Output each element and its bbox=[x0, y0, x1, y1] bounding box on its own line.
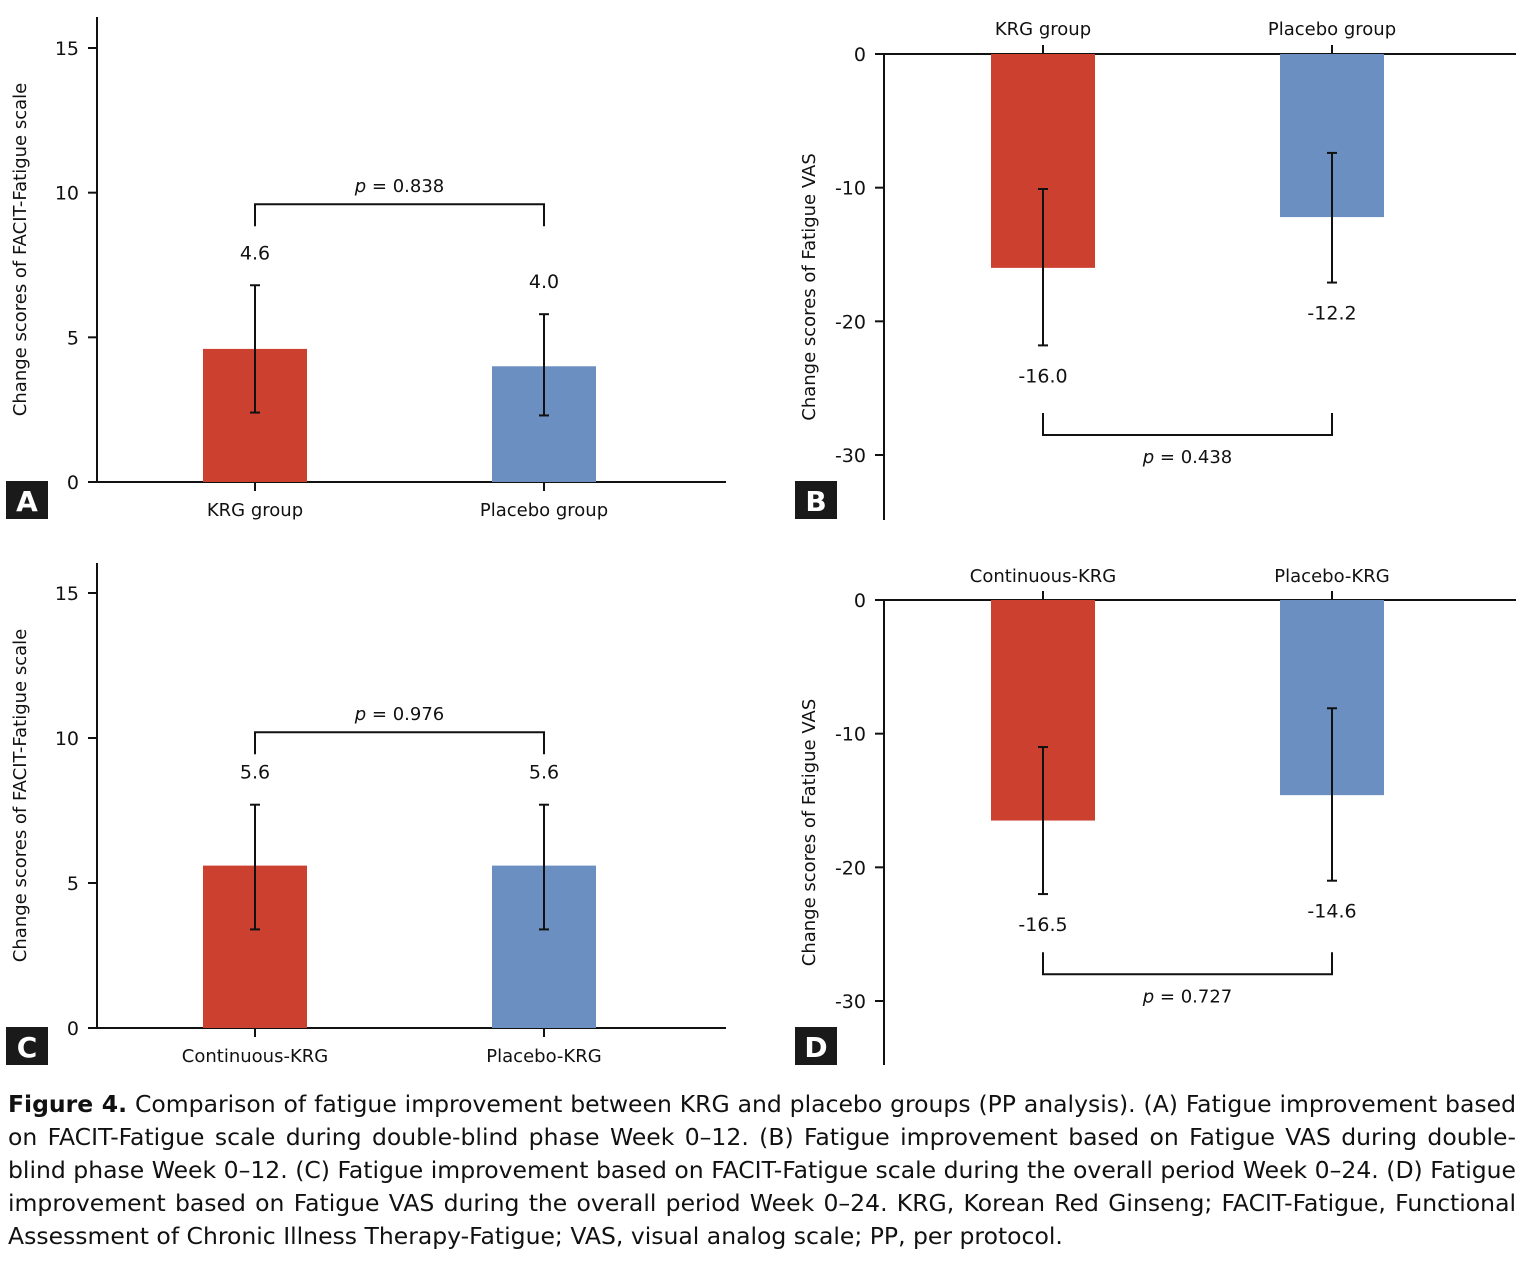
figure-panels: 0 5 10 15 Change scores of FACIT-Fatigue sca… bbox=[6, 17, 1516, 1067]
x-tick-label: Placebo group bbox=[480, 500, 608, 521]
y-tick-label: 10 bbox=[55, 183, 79, 205]
y-axis-title: Change scores of Fatigue VAS bbox=[799, 699, 820, 967]
panel-label: D bbox=[804, 1031, 827, 1064]
x-tick-label: Continuous-KRG bbox=[970, 566, 1116, 587]
data-label: 4.0 bbox=[529, 271, 559, 293]
y-tick-label: -20 bbox=[835, 857, 866, 879]
y-axis-title: Change scores of FACIT-Fatigue scale bbox=[10, 629, 31, 962]
panel-label-box bbox=[795, 1027, 837, 1065]
p-value-label: p = 0.838 bbox=[354, 176, 445, 197]
panel-label-box bbox=[6, 1027, 48, 1065]
data-label: -16.5 bbox=[1018, 914, 1067, 936]
y-tick-label: 0 bbox=[67, 1018, 79, 1040]
y-tick-label: 0 bbox=[854, 590, 866, 612]
panel-d: 0 -10 -20 -30 Change scores of Fatigue VAS Co… bbox=[795, 566, 1516, 1065]
x-tick-label: KRG group bbox=[207, 500, 303, 521]
y-tick-label: 5 bbox=[67, 327, 79, 349]
y-tick-label: -30 bbox=[835, 445, 866, 467]
panel-label-box bbox=[6, 481, 48, 519]
panel-label: B bbox=[805, 485, 826, 518]
caption-title: Figure 4. bbox=[8, 1090, 128, 1118]
y-tick-label: -10 bbox=[835, 178, 866, 200]
y-tick-label: 0 bbox=[67, 472, 79, 494]
x-tick-label: Placebo-KRG bbox=[486, 1046, 601, 1067]
x-tick-label: Continuous-KRG bbox=[182, 1046, 328, 1067]
y-tick-label: 15 bbox=[55, 38, 79, 60]
x-tick-label: KRG group bbox=[995, 19, 1091, 40]
panel-label: C bbox=[17, 1031, 38, 1064]
y-tick-label: -10 bbox=[835, 724, 866, 746]
panel-label: A bbox=[16, 485, 38, 518]
x-tick-label: Placebo group bbox=[1268, 19, 1396, 40]
y-tick-label: 15 bbox=[55, 583, 79, 605]
panel-c: 0 5 10 15 Change scores of FACIT-Fatigue sca… bbox=[6, 563, 726, 1067]
y-tick-label: 0 bbox=[854, 44, 866, 66]
figure-caption: Figure 4. Comparison of fatigue improvem… bbox=[8, 1088, 1516, 1253]
y-tick-label: -20 bbox=[835, 311, 866, 333]
significance-bracket bbox=[254, 203, 545, 227]
y-axis-title: Change scores of FACIT-Fatigue scale bbox=[10, 83, 31, 416]
panel-a: 0 5 10 15 Change scores of FACIT-Fatigue sca… bbox=[6, 17, 726, 521]
data-label: -16.0 bbox=[1018, 365, 1067, 387]
p-value-label: p = 0.727 bbox=[1142, 986, 1233, 1007]
data-label: -12.2 bbox=[1307, 303, 1356, 325]
data-label: -14.6 bbox=[1307, 901, 1356, 923]
panel-b: 0 -10 -20 -30 Change scores of Fatigue VAS KR… bbox=[795, 19, 1516, 520]
p-value-label: p = 0.976 bbox=[354, 704, 445, 725]
data-label: 5.6 bbox=[240, 762, 270, 784]
y-axis-title: Change scores of Fatigue VAS bbox=[799, 153, 820, 421]
data-label: 4.6 bbox=[240, 242, 270, 264]
x-tick-label: Placebo-KRG bbox=[1274, 566, 1389, 587]
significance-bracket bbox=[254, 731, 545, 755]
y-tick-label: -30 bbox=[835, 991, 866, 1013]
significance-bracket bbox=[1042, 952, 1333, 976]
caption-text: Comparison of fatigue improvement betwee… bbox=[8, 1090, 1516, 1250]
y-tick-label: 5 bbox=[67, 873, 79, 895]
data-label: 5.6 bbox=[529, 762, 559, 784]
y-tick-label: 10 bbox=[55, 728, 79, 750]
significance-bracket bbox=[1042, 412, 1333, 436]
p-value-label: p = 0.438 bbox=[1142, 447, 1233, 468]
panel-label-box bbox=[795, 481, 837, 519]
